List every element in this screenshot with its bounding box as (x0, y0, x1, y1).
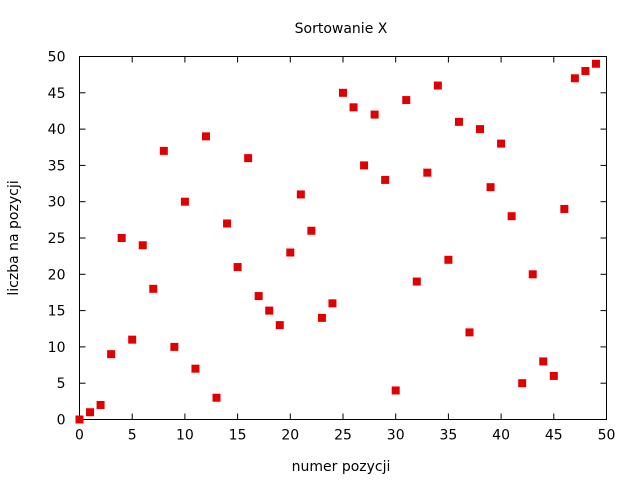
data-point (444, 255, 453, 264)
data-point (244, 154, 253, 163)
data-point (497, 139, 506, 148)
data-point (117, 234, 126, 242)
data-point (233, 263, 242, 272)
data-point (328, 299, 337, 308)
y-tick-label: 30 (48, 195, 66, 211)
data-point (170, 342, 179, 351)
y-tick-label: 45 (48, 86, 66, 102)
data-point (412, 277, 421, 286)
x-axis-label: numer pozycji (292, 459, 391, 475)
data-point (591, 59, 600, 68)
y-tick-label: 5 (57, 376, 66, 392)
data-point (423, 168, 432, 177)
data-point (570, 74, 579, 83)
y-tick-label: 15 (48, 304, 66, 320)
data-point (486, 183, 495, 192)
axis-ticks: 0 5 10 15 20 25 30 35 40 45 50 0 5 10 15 20 25 30 35 40 45 50 (48, 50, 616, 444)
data-point (528, 270, 537, 279)
data-point (275, 321, 284, 330)
data-point (180, 197, 189, 206)
data-point (476, 125, 485, 134)
data-point (560, 204, 569, 213)
x-tick-label: 15 (229, 428, 247, 444)
plot-frame (79, 56, 607, 420)
y-tick-label: 0 (57, 413, 66, 429)
y-tick-label: 10 (48, 340, 66, 356)
data-point (201, 132, 210, 141)
x-tick-label: 35 (439, 428, 457, 444)
x-tick-label: 40 (492, 428, 510, 444)
data-point (286, 248, 295, 257)
y-tick-label: 50 (48, 50, 66, 66)
x-tick-label: 25 (334, 428, 352, 444)
x-tick-label: 30 (387, 428, 405, 444)
data-point (223, 219, 232, 228)
y-tick-label: 20 (48, 267, 66, 283)
data-point (339, 88, 347, 97)
data-point (507, 212, 516, 221)
data-point (254, 292, 263, 301)
data-point (360, 161, 369, 170)
data-point (391, 386, 400, 395)
x-tick-label: 0 (75, 428, 84, 444)
data-point (581, 67, 590, 76)
data-point (370, 110, 379, 119)
x-tick-label: 45 (545, 428, 563, 444)
y-tick-label: 35 (48, 158, 66, 174)
data-point (107, 350, 116, 359)
data-point (539, 357, 548, 366)
data-point (402, 96, 411, 105)
data-point (159, 146, 168, 155)
data-points (75, 59, 600, 424)
y-axis-label: liczba na pozycji (6, 180, 22, 295)
data-point (212, 393, 221, 402)
x-tick-label: 10 (176, 428, 194, 444)
data-point (465, 328, 474, 337)
data-point (191, 364, 200, 373)
data-point (518, 379, 527, 388)
chart-title: Sortowanie X (295, 21, 388, 37)
data-point (433, 81, 442, 90)
data-point (454, 117, 463, 126)
x-tick-label: 20 (281, 428, 299, 444)
data-point (75, 415, 84, 424)
data-point (128, 335, 137, 344)
x-tick-label: 5 (128, 428, 137, 444)
data-point (317, 313, 326, 322)
y-tick-label: 25 (48, 231, 66, 247)
data-point (265, 306, 274, 315)
data-point (96, 400, 105, 409)
data-point (86, 408, 95, 417)
data-point (307, 226, 316, 235)
x-tick-label: 50 (598, 428, 616, 444)
data-point (149, 284, 158, 293)
data-point (549, 371, 558, 380)
data-point (138, 241, 147, 250)
data-point (349, 103, 358, 112)
data-point (381, 175, 390, 184)
y-tick-label: 40 (48, 122, 66, 138)
data-point (296, 190, 305, 199)
